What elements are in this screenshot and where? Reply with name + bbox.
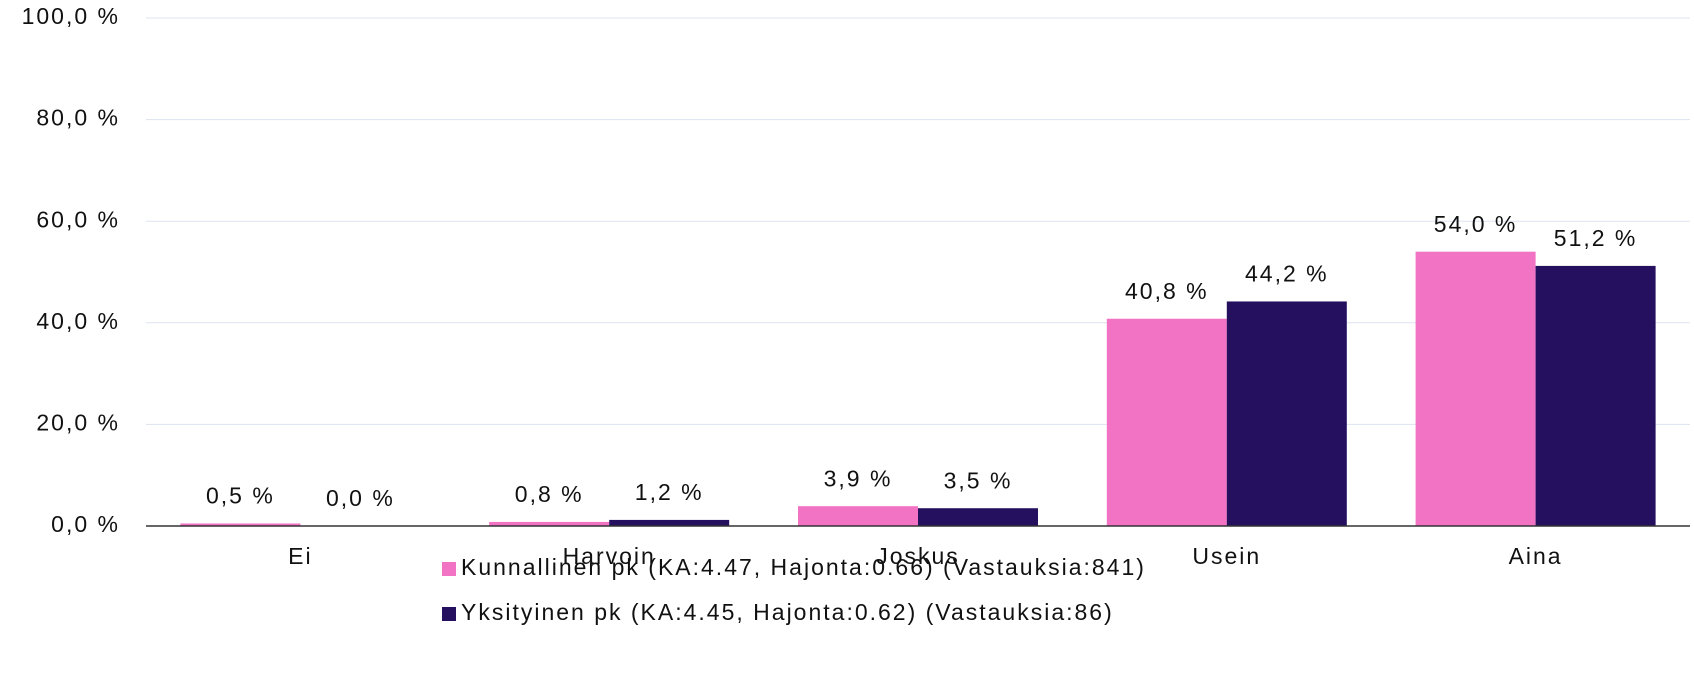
y-tick-label: 80,0 % xyxy=(36,105,120,131)
data-label: 3,9 % xyxy=(824,465,893,491)
y-tick-label: 60,0 % xyxy=(36,206,120,232)
bar xyxy=(609,519,730,526)
bar xyxy=(1106,318,1227,526)
bar xyxy=(1535,265,1656,526)
y-tick-label: 100,0 % xyxy=(22,3,120,29)
bar xyxy=(918,508,1038,526)
data-label: 0,0 % xyxy=(326,485,395,511)
data-label: 0,5 % xyxy=(206,483,275,509)
x-tick-label: Harvoin xyxy=(563,543,656,569)
x-tick-label: Ei xyxy=(288,543,312,569)
legend-label: Kunnallinen pk (KA:4.47, Hajonta:0.66) (… xyxy=(461,554,1146,580)
y-tick-label: 0,0 % xyxy=(51,511,120,537)
bar xyxy=(489,521,610,526)
data-label: 51,2 % xyxy=(1554,225,1638,251)
y-tick-label: 20,0 % xyxy=(36,409,120,435)
data-label: 1,2 % xyxy=(635,479,704,505)
x-tick-label: Joskus xyxy=(876,543,960,569)
bar xyxy=(798,506,918,526)
bar xyxy=(180,523,301,526)
data-label: 0,8 % xyxy=(515,481,584,507)
bar xyxy=(1226,301,1347,526)
bar xyxy=(1415,251,1536,526)
data-label: 44,2 % xyxy=(1245,261,1329,287)
legend-swatch xyxy=(442,562,456,576)
data-label: 54,0 % xyxy=(1434,211,1518,237)
legend-label: Yksityinen pk (KA:4.45, Hajonta:0.62) (V… xyxy=(461,599,1114,625)
legend-swatch xyxy=(442,607,456,621)
x-tick-label: Aina xyxy=(1509,543,1563,569)
data-label: 3,5 % xyxy=(944,467,1013,493)
data-label: 40,8 % xyxy=(1125,278,1209,304)
y-tick-label: 40,0 % xyxy=(36,308,120,334)
x-tick-label: Usein xyxy=(1192,543,1261,569)
